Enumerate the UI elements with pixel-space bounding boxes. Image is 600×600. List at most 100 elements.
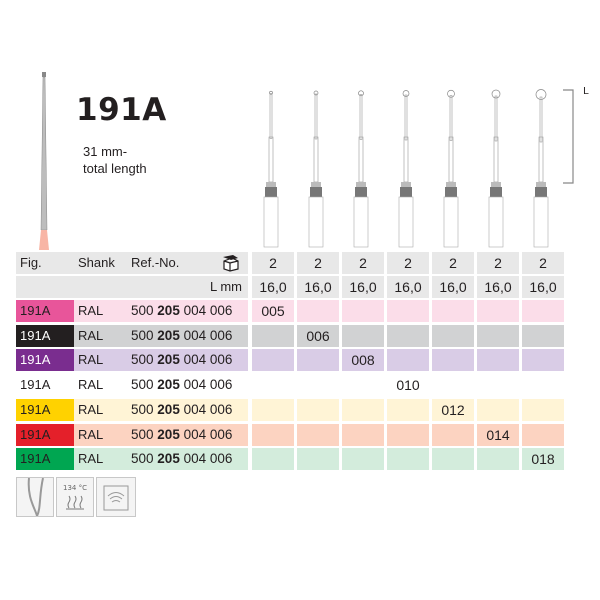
- ref-suffix: 004 006: [183, 401, 233, 417]
- empty-cell: [477, 448, 519, 471]
- empty-cell: [342, 398, 384, 421]
- empty-cell: [432, 448, 474, 471]
- fig-code: 191A: [16, 448, 74, 471]
- empty-cell: [297, 300, 339, 322]
- working-length: 16,0: [522, 276, 564, 298]
- empty-cell: [387, 349, 429, 372]
- fig-code: 191A: [16, 374, 74, 397]
- ref-shape: 205: [157, 426, 180, 442]
- empty-cell: [522, 349, 564, 372]
- size-cell: 006: [297, 324, 339, 347]
- ref-number: 500 205 004 006: [131, 325, 232, 347]
- empty-cell: [252, 349, 294, 372]
- sterilization-icon: 134 °C: [56, 477, 94, 517]
- size-cell: 018: [522, 448, 564, 471]
- header-ref: Ref.-No.: [131, 255, 180, 270]
- empty-cell: [342, 448, 384, 471]
- empty-cell: [252, 324, 294, 347]
- shank-type: RAL: [78, 426, 104, 442]
- bur-drawing: [308, 90, 324, 248]
- ref-prefix: 500: [131, 303, 154, 318]
- table-row: [16, 324, 248, 347]
- pack-quantity: 2: [252, 252, 294, 274]
- empty-cell: [522, 374, 564, 397]
- empty-cell: [387, 300, 429, 322]
- table-row: [16, 300, 248, 322]
- subtitle-line-1: 31 mm-: [83, 144, 128, 159]
- shank-type: RAL: [78, 352, 104, 368]
- empty-cell: [477, 374, 519, 397]
- empty-cell: [387, 448, 429, 471]
- empty-cell: [252, 374, 294, 397]
- length-marker: L: [583, 86, 589, 97]
- empty-cell: [342, 374, 384, 397]
- ref-suffix: 004 006: [183, 377, 233, 393]
- fig-code: 191A: [16, 324, 74, 347]
- package-box-icon: [223, 255, 239, 272]
- empty-cell: [252, 398, 294, 421]
- ref-number: 500 205 004 006: [131, 448, 232, 470]
- empty-cell: [432, 423, 474, 446]
- empty-cell: [297, 448, 339, 471]
- empty-cell: [252, 448, 294, 471]
- ref-prefix: 500: [131, 451, 154, 467]
- empty-cell: [387, 423, 429, 446]
- product-title: 191A: [76, 92, 167, 128]
- bur-drawing: [398, 90, 414, 248]
- pack-quantity: 2: [522, 252, 564, 274]
- size-cell: 005: [252, 300, 294, 322]
- empty-cell: [342, 324, 384, 347]
- ref-number: 500 205 004 006: [131, 424, 232, 446]
- fig-code: 191A: [16, 300, 74, 322]
- working-length: 16,0: [432, 276, 474, 298]
- pack-quantity: 2: [342, 252, 384, 274]
- empty-cell: [252, 423, 294, 446]
- bur-drawing: [353, 90, 369, 248]
- table-row: [16, 423, 248, 446]
- empty-cell: [432, 324, 474, 347]
- table-row: [16, 349, 248, 372]
- ref-suffix: 004 006: [183, 426, 233, 442]
- header-row: [16, 252, 248, 274]
- ref-suffix: 004 006: [183, 451, 233, 467]
- empty-cell: [342, 300, 384, 322]
- working-length: 16,0: [297, 276, 339, 298]
- empty-cell: [522, 324, 564, 347]
- empty-cell: [432, 374, 474, 397]
- empty-cell: [297, 349, 339, 372]
- fig-code: 191A: [16, 398, 74, 421]
- pack-quantity: 2: [297, 252, 339, 274]
- subtitle-line-2: total length: [83, 161, 147, 176]
- pack-quantity: 2: [477, 252, 519, 274]
- ref-shape: 205: [157, 401, 180, 417]
- empty-cell: [477, 349, 519, 372]
- empty-cell: [387, 398, 429, 421]
- working-length: 16,0: [477, 276, 519, 298]
- ref-number: 500 205 004 006: [131, 399, 232, 421]
- ref-shape: 205: [157, 377, 180, 393]
- header-lmm: L mm: [16, 276, 248, 298]
- working-length: 16,0: [342, 276, 384, 298]
- shank-type: RAL: [78, 451, 104, 467]
- length-bracket: [563, 89, 574, 184]
- ref-prefix: 500: [131, 377, 154, 393]
- ref-number: 500 205 004 006: [131, 374, 232, 396]
- shank-type: RAL: [78, 327, 104, 343]
- header-shank: Shank: [78, 255, 115, 270]
- bur-drawing: [443, 89, 459, 248]
- ref-suffix: 004 006: [183, 352, 233, 368]
- empty-cell: [342, 423, 384, 446]
- shank-type: RAL: [78, 303, 104, 318]
- main-bur-image: [39, 72, 49, 250]
- ref-prefix: 500: [131, 401, 154, 417]
- size-cell: 010: [387, 374, 429, 397]
- ref-number: 500 205 004 006: [131, 349, 232, 371]
- ref-shape: 205: [157, 451, 180, 467]
- sterilization-label: 134 °C: [63, 484, 87, 492]
- empty-cell: [432, 349, 474, 372]
- bur-drawing: [263, 90, 279, 248]
- working-length: 16,0: [387, 276, 429, 298]
- empty-cell: [522, 300, 564, 322]
- ref-shape: 205: [157, 303, 180, 318]
- empty-cell: [387, 324, 429, 347]
